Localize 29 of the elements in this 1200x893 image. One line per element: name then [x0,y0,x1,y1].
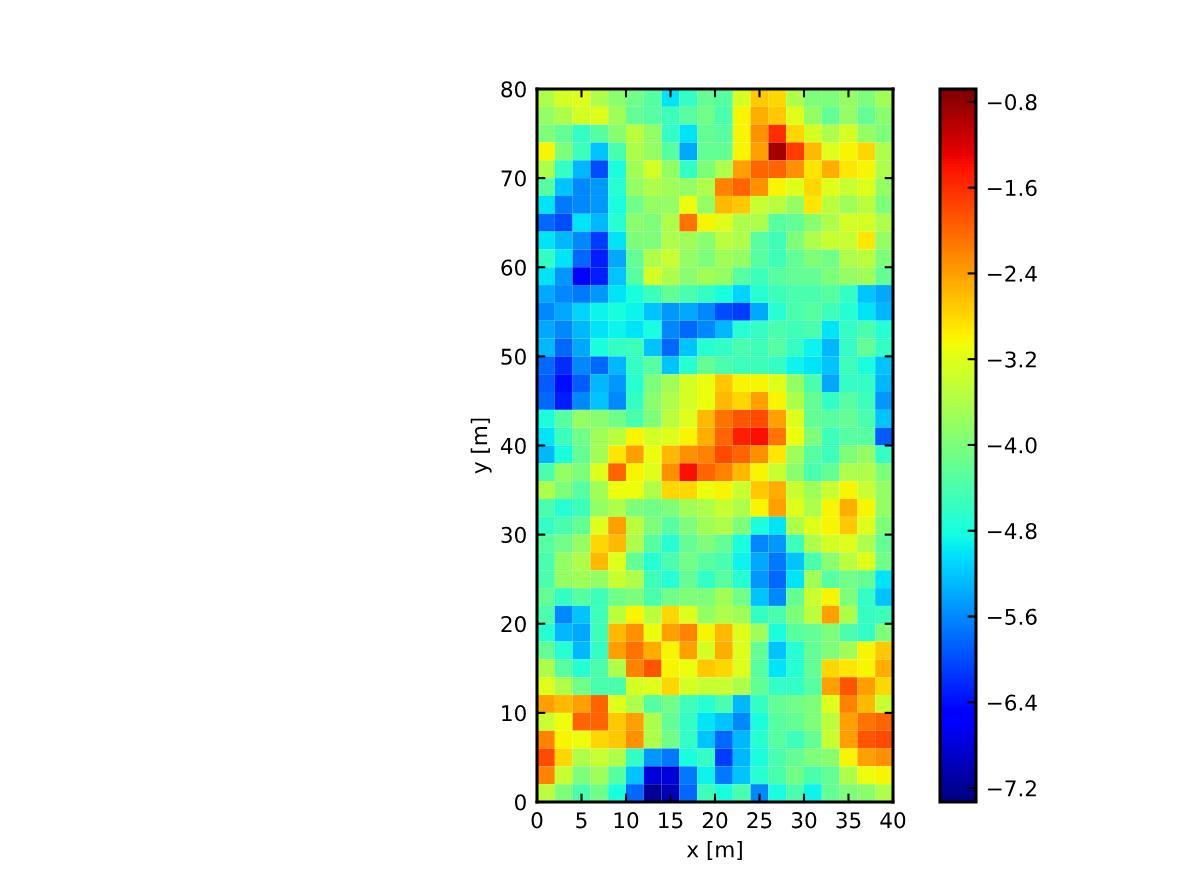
color-bar-label: −4.0 [988,437,1037,454]
x-tick-label: 30 [791,812,817,829]
color-bar-label: −5.6 [988,608,1037,625]
y-tick-label: 50 [501,348,526,365]
y-tick-label: 40 [500,437,526,454]
color-bar-label: −6.4 [988,694,1037,711]
y-tick-label: 10 [502,705,526,722]
color-bar-label: −0.8 [988,94,1037,111]
y-tick-label: 70 [501,170,526,187]
y-axis-title: y [m] [470,418,492,474]
x-axis-title: x [m] [686,840,742,861]
y-tick-label: 60 [501,259,526,276]
color-bar-label: −3.2 [988,351,1036,368]
y-tick-label: 0 [515,794,526,811]
x-tick-label: 25 [747,812,772,829]
x-tick-label: 0 [531,812,543,829]
x-tick-label: 40 [880,812,906,829]
color-bar-label: −4.8 [988,522,1037,540]
y-tick-label: 30 [501,526,526,544]
x-tick-label: 35 [836,812,861,829]
color-bar-label: −1.6 [988,179,1037,197]
x-tick-label: 5 [576,812,587,829]
x-tick-label: 15 [659,812,683,829]
color-bar-label: −7.2 [988,780,1036,797]
x-tick-label: 10 [614,812,639,829]
y-tick-label: 80 [501,81,526,98]
y-tick-label: 20 [501,615,526,633]
x-tick-label: 20 [702,812,728,829]
color-bar-label: −2.4 [988,265,1037,282]
